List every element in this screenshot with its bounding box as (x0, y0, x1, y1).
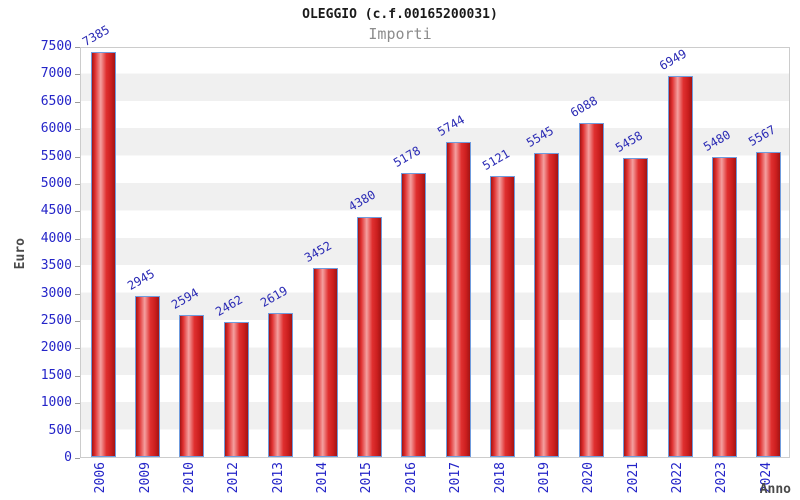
bar-value-label-2019: 5545 (523, 123, 556, 150)
bar-value-label-2010: 2594 (168, 285, 201, 312)
y-tick-label-3000: 3000 (40, 285, 72, 301)
bar-2006 (90, 52, 116, 457)
x-tick-label-2021: 2021 (625, 462, 641, 494)
bar-2009 (135, 296, 161, 457)
bar-2010 (179, 315, 205, 457)
y-tick-mark (75, 430, 80, 432)
bar-2022 (667, 76, 693, 457)
y-tick-mark (75, 211, 80, 213)
bar-2012 (223, 322, 249, 457)
y-tick-mark (75, 47, 80, 48)
y-tick-mark (75, 403, 80, 405)
y-tick-mark (75, 74, 80, 76)
y-tick-label-5500: 5500 (40, 148, 72, 164)
bar-2016 (401, 173, 427, 457)
bar-value-label-2013: 2619 (257, 283, 290, 310)
x-tick-label-2013: 2013 (270, 462, 286, 494)
y-tick-label-6000: 6000 (40, 121, 72, 137)
y-tick-mark (75, 101, 80, 103)
y-tick-mark (75, 266, 80, 268)
y-tick-mark (75, 321, 80, 322)
bar-value-label-2021: 5458 (612, 128, 645, 155)
y-tick-label-4500: 4500 (40, 203, 72, 219)
bar-2024 (756, 152, 782, 457)
y-tick-label-1500: 1500 (40, 367, 72, 383)
x-tick-label-2006: 2006 (93, 462, 109, 494)
bar-value-label-2022: 6949 (657, 46, 690, 73)
chart-title: OLEGGIO (c.f.00165200031) (302, 7, 498, 22)
bar-value-label-2018: 5121 (479, 146, 512, 173)
bar-value-label-2014: 3452 (302, 238, 335, 265)
plot-area: 7385 2945 2594 2462 2619 3452 4380 5178 5744 5121… (80, 22, 790, 458)
y-tick-mark (75, 375, 80, 377)
y-tick-label-2500: 2500 (40, 313, 72, 328)
x-tick-label-2012: 2012 (226, 462, 242, 494)
y-tick-label-1000: 1000 (40, 395, 72, 411)
chart-subtitle: Importi (368, 25, 432, 43)
x-tick-label-2009: 2009 (137, 462, 153, 494)
x-tick-label-2019: 2019 (536, 462, 552, 494)
y-tick-label-0: 0 (64, 450, 72, 465)
x-tick-label-2017: 2017 (448, 462, 464, 494)
y-tick-mark (75, 238, 80, 240)
y-tick-mark (75, 184, 80, 185)
y-tick-label-3500: 3500 (40, 258, 72, 274)
x-tick-label-2010: 2010 (181, 462, 197, 494)
y-tick-label-2000: 2000 (40, 340, 72, 356)
y-tick-label-4000: 4000 (40, 230, 72, 246)
x-tick-label-2020: 2020 (581, 462, 597, 494)
x-tick-label-2018: 2018 (492, 462, 508, 494)
bar-value-label-2016: 5178 (390, 143, 423, 170)
bar-2023 (711, 157, 737, 457)
bar-2019 (534, 153, 560, 457)
bar-value-label-2012: 2462 (213, 292, 246, 319)
y-tick-label-7000: 7000 (40, 66, 72, 82)
bar-2021 (623, 158, 649, 457)
y-tick-mark (75, 293, 80, 295)
bar-2020 (578, 123, 604, 457)
y-tick-label-6500: 6500 (40, 93, 72, 109)
x-tick-label-2016: 2016 (403, 462, 419, 494)
x-tick-label-2022: 2022 (670, 462, 686, 494)
bar-2013 (268, 313, 294, 457)
y-tick-mark (75, 348, 80, 350)
bar-2017 (445, 142, 471, 457)
x-tick-label-2014: 2014 (315, 462, 331, 494)
bar-value-label-2009: 2945 (124, 266, 157, 293)
x-tick-label-2015: 2015 (359, 462, 375, 494)
x-axis-title: Anno (759, 482, 791, 497)
y-tick-mark (75, 156, 80, 158)
bar-value-label-2023: 5480 (701, 127, 734, 154)
y-tick-label-5000: 5000 (40, 176, 72, 191)
bar-value-label-2024: 5567 (745, 122, 778, 149)
bar-value-label-2015: 4380 (346, 187, 379, 214)
y-tick-label-500: 500 (48, 422, 72, 438)
bar-value-label-2017: 5744 (435, 112, 468, 139)
bar-2014 (312, 268, 338, 457)
y-tick-mark (75, 458, 80, 459)
y-tick-mark (75, 129, 80, 131)
bar-value-label-2020: 6088 (568, 93, 601, 120)
y-tick-label-7500: 7500 (40, 39, 72, 54)
bar-2015 (356, 217, 382, 457)
bar-2018 (490, 176, 516, 457)
x-tick-label-2023: 2023 (714, 462, 730, 494)
